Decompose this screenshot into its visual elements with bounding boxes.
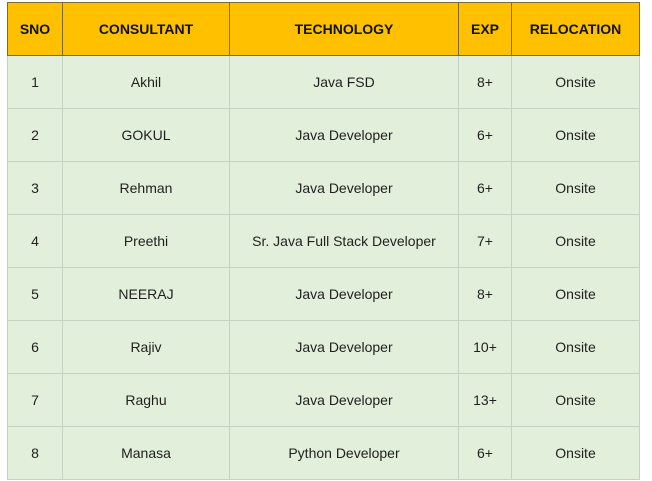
table-row: 5 NEERAJ Java Developer 8+ Onsite — [7, 267, 640, 321]
cell-consultant: Rehman — [62, 161, 230, 215]
header-consultant: CONSULTANT — [62, 2, 230, 56]
cell-consultant: Akhil — [62, 55, 230, 109]
cell-exp: 6+ — [458, 108, 512, 162]
table-header-row: SNO CONSULTANT TECHNOLOGY EXP RELOCATION — [7, 2, 640, 56]
table-row: 6 Rajiv Java Developer 10+ Onsite — [7, 320, 640, 374]
cell-consultant: GOKUL — [62, 108, 230, 162]
cell-technology: Java FSD — [229, 55, 459, 109]
header-technology: TECHNOLOGY — [229, 2, 459, 56]
cell-sno: 4 — [7, 214, 63, 268]
cell-sno: 3 — [7, 161, 63, 215]
table-row: 7 Raghu Java Developer 13+ Onsite — [7, 373, 640, 427]
cell-sno: 2 — [7, 108, 63, 162]
cell-consultant: Manasa — [62, 426, 230, 480]
cell-technology: Python Developer — [229, 426, 459, 480]
header-sno: SNO — [7, 2, 63, 56]
cell-exp: 8+ — [458, 267, 512, 321]
cell-relocation: Onsite — [511, 214, 640, 268]
cell-sno: 1 — [7, 55, 63, 109]
cell-technology: Java Developer — [229, 267, 459, 321]
cell-technology: Java Developer — [229, 320, 459, 374]
cell-exp: 6+ — [458, 161, 512, 215]
cell-relocation: Onsite — [511, 161, 640, 215]
table-row: 1 Akhil Java FSD 8+ Onsite — [7, 55, 640, 109]
cell-sno: 6 — [7, 320, 63, 374]
cell-consultant: Rajiv — [62, 320, 230, 374]
cell-exp: 13+ — [458, 373, 512, 427]
cell-consultant: Preethi — [62, 214, 230, 268]
cell-technology: Sr. Java Full Stack Developer — [229, 214, 459, 268]
cell-relocation: Onsite — [511, 426, 640, 480]
cell-exp: 6+ — [458, 426, 512, 480]
cell-exp: 10+ — [458, 320, 512, 374]
cell-relocation: Onsite — [511, 267, 640, 321]
header-exp: EXP — [458, 2, 512, 56]
cell-sno: 8 — [7, 426, 63, 480]
cell-relocation: Onsite — [511, 320, 640, 374]
header-relocation: RELOCATION — [511, 2, 640, 56]
cell-relocation: Onsite — [511, 373, 640, 427]
cell-consultant: Raghu — [62, 373, 230, 427]
consultant-table: SNO CONSULTANT TECHNOLOGY EXP RELOCATION… — [7, 2, 640, 480]
cell-exp: 8+ — [458, 55, 512, 109]
table-row: 8 Manasa Python Developer 6+ Onsite — [7, 426, 640, 480]
table-row: 4 Preethi Sr. Java Full Stack Developer … — [7, 214, 640, 268]
cell-technology: Java Developer — [229, 108, 459, 162]
table-row: 3 Rehman Java Developer 6+ Onsite — [7, 161, 640, 215]
cell-consultant: NEERAJ — [62, 267, 230, 321]
cell-exp: 7+ — [458, 214, 512, 268]
cell-sno: 7 — [7, 373, 63, 427]
cell-sno: 5 — [7, 267, 63, 321]
cell-technology: Java Developer — [229, 373, 459, 427]
cell-relocation: Onsite — [511, 108, 640, 162]
cell-relocation: Onsite — [511, 55, 640, 109]
consultant-table-container: SNO CONSULTANT TECHNOLOGY EXP RELOCATION… — [7, 2, 640, 480]
table-row: 2 GOKUL Java Developer 6+ Onsite — [7, 108, 640, 162]
cell-technology: Java Developer — [229, 161, 459, 215]
